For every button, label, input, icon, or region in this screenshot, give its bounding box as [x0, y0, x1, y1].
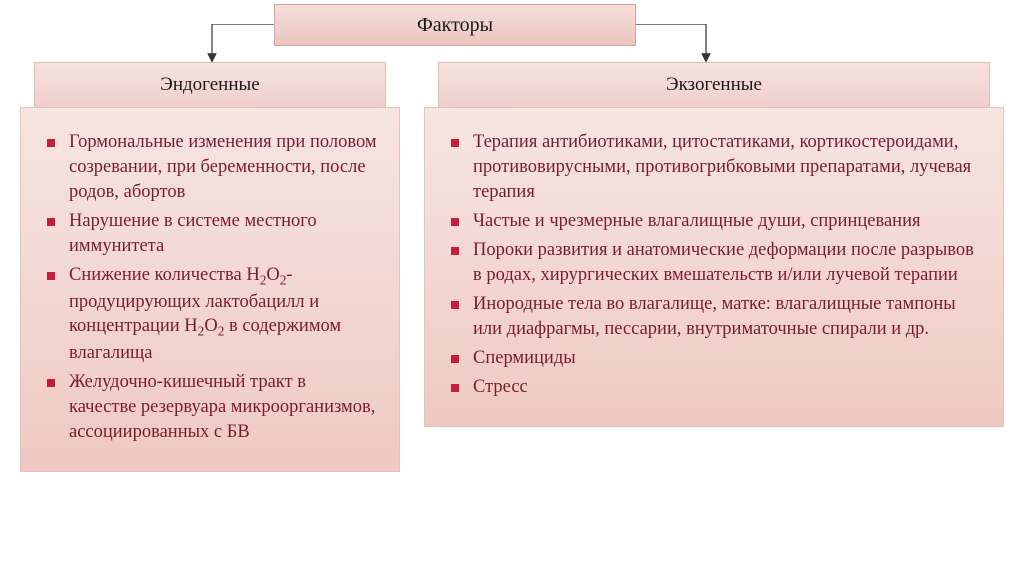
- list-item: Частые и чрезмерные влагалищные души, сп…: [451, 209, 981, 234]
- list-item: Нарушение в системе местного иммунитета: [47, 209, 377, 259]
- branch-content: Гормональные изменения при половом созре…: [20, 107, 400, 472]
- root-label: Факторы: [417, 14, 493, 37]
- list-item: Желудочно-кишечный тракт в качестве резе…: [47, 370, 377, 445]
- list-item: Терапия антибиотиками, цитостатиками, ко…: [451, 130, 981, 205]
- branch-header: Экзогенные: [438, 62, 990, 108]
- list-item: Стресс: [451, 375, 981, 400]
- list-item: Спермициды: [451, 346, 981, 371]
- branch-exogenous: Экзогенные Терапия антибиотиками, цитост…: [424, 62, 1004, 472]
- branch-endogenous: Эндогенные Гормональные изменения при по…: [20, 62, 400, 472]
- list-item: Снижение количества H2O2-продуцирующих л…: [47, 263, 377, 366]
- list-item: Гормональные изменения при половом созре…: [47, 130, 377, 205]
- item-list: Терапия антибиотиками, цитостатиками, ко…: [451, 130, 981, 400]
- list-item: Пороки развития и анатомические деформац…: [451, 238, 981, 288]
- item-list: Гормональные изменения при половом созре…: [47, 130, 377, 445]
- branch-content: Терапия антибиотиками, цитостатиками, ко…: [424, 107, 1004, 427]
- root-node: Факторы: [274, 4, 636, 46]
- branch-header: Эндогенные: [34, 62, 386, 108]
- branches-container: Эндогенные Гормональные изменения при по…: [20, 62, 1004, 472]
- branch-header-label: Экзогенные: [666, 74, 762, 96]
- branch-header-label: Эндогенные: [160, 74, 259, 96]
- list-item: Инородные тела во влагалище, матке: влаг…: [451, 292, 981, 342]
